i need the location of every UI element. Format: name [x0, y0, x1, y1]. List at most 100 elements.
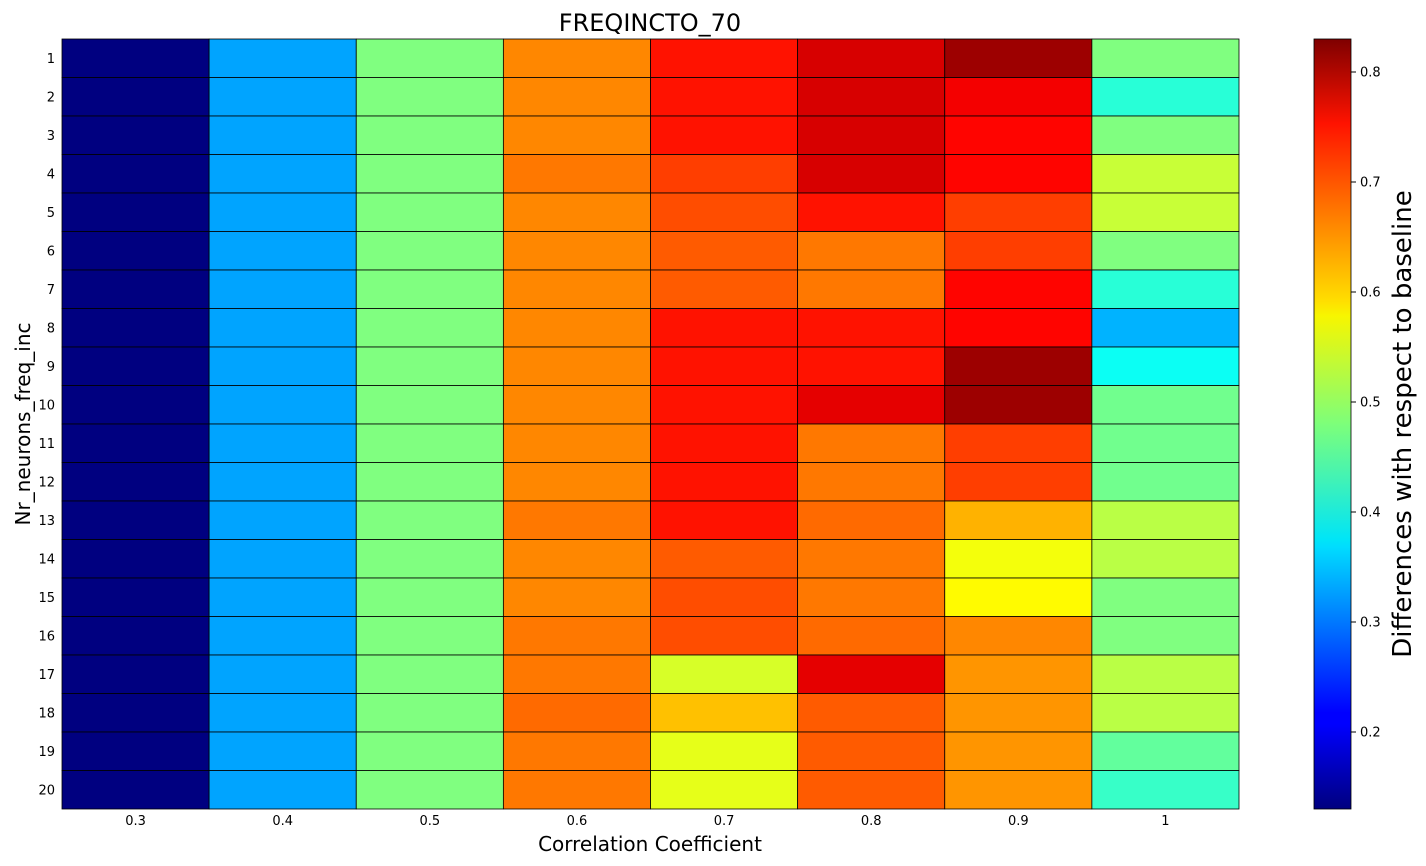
heatmap-cell [61, 115, 210, 155]
heatmap-cell [355, 616, 504, 656]
heatmap-cell [502, 269, 651, 309]
heatmap-cell [1091, 269, 1240, 309]
y-tick-label: 11 [38, 437, 55, 452]
heatmap-cell [208, 77, 357, 117]
heatmap-cell [797, 346, 946, 386]
heatmap-cell [208, 115, 357, 155]
y-tick-label: 9 [47, 360, 55, 375]
heatmap-cell [944, 269, 1093, 309]
colorbar-tick-label: 0.2 [1360, 726, 1381, 741]
heatmap-cell [650, 731, 799, 771]
colorbar-tick-label: 0.5 [1360, 396, 1381, 411]
heatmap-cell [797, 500, 946, 540]
heatmap-cell [502, 731, 651, 771]
y-tick-label: 4 [47, 167, 55, 182]
heatmap-cell [1091, 539, 1240, 579]
heatmap-cell [650, 346, 799, 386]
heatmap-cell [797, 77, 946, 117]
heatmap-cell [944, 154, 1093, 194]
heatmap-cell [208, 577, 357, 617]
heatmap-cell [61, 38, 210, 78]
heatmap-cell [61, 577, 210, 617]
heatmap-cell [944, 231, 1093, 271]
heatmap-cell [650, 38, 799, 78]
heatmap-cell [61, 77, 210, 117]
heatmap-cell [650, 577, 799, 617]
heatmap-cell [650, 500, 799, 540]
heatmap-cell [208, 616, 357, 656]
heatmap-cell [355, 269, 504, 309]
heatmap-cell [1091, 77, 1240, 117]
heatmap-cell [944, 346, 1093, 386]
heatmap-cell [1091, 38, 1240, 78]
heatmap-cell [797, 423, 946, 463]
heatmap-cell [502, 192, 651, 232]
heatmap-cell [61, 385, 210, 425]
heatmap-cell [797, 154, 946, 194]
heatmap-cell [208, 308, 357, 348]
heatmap-cell [208, 770, 357, 810]
heatmap-cell [650, 539, 799, 579]
heatmap-cell [797, 38, 946, 78]
colorbar-tick-label: 0.4 [1360, 506, 1381, 521]
heatmap-cell [61, 731, 210, 771]
heatmap-cell [208, 539, 357, 579]
heatmap-cell [355, 500, 504, 540]
y-tick-label: 15 [38, 591, 55, 606]
heatmap-cell [944, 616, 1093, 656]
heatmap-cell [797, 616, 946, 656]
y-tick-label: 16 [38, 629, 55, 644]
heatmap-cell [797, 693, 946, 733]
y-tick-label: 2 [47, 90, 55, 105]
heatmap-cell [1091, 577, 1240, 617]
heatmap-cell [1091, 462, 1240, 502]
y-tick-label: 7 [47, 283, 55, 298]
x-tick-label: 1 [1161, 814, 1169, 829]
heatmap-cell [502, 346, 651, 386]
heatmap-cell [944, 654, 1093, 694]
heatmap-cell [355, 154, 504, 194]
heatmap-cell [61, 500, 210, 540]
heatmap-cell [502, 616, 651, 656]
heatmap-cell [650, 616, 799, 656]
colorbar-tick-label: 0.6 [1360, 286, 1381, 301]
heatmap-cell [650, 77, 799, 117]
y-tick-label: 10 [38, 398, 55, 413]
y-tick-label: 12 [38, 475, 55, 490]
heatmap-cell [61, 423, 210, 463]
heatmap-cell [355, 654, 504, 694]
x-axis-ticks: 0.3 0.4 0.5 0.6 0.7 0.8 0.9 1 [125, 814, 1169, 829]
heatmap-cell [502, 654, 651, 694]
heatmap-cell [61, 616, 210, 656]
heatmap-cell [1091, 308, 1240, 348]
heatmap-cell [502, 693, 651, 733]
heatmap-cell [502, 308, 651, 348]
heatmap-cell [944, 500, 1093, 540]
heatmap-cell [208, 385, 357, 425]
heatmap-cell [355, 731, 504, 771]
y-tick-label: 18 [38, 706, 55, 721]
x-tick-label: 0.3 [125, 814, 146, 829]
heatmap-cell [355, 77, 504, 117]
heatmap-cell [61, 770, 210, 810]
heatmap-cell [355, 346, 504, 386]
heatmap-cell [797, 231, 946, 271]
heatmap-cell [502, 500, 651, 540]
y-tick-label: 14 [38, 552, 55, 567]
y-tick-label: 20 [38, 783, 55, 798]
heatmap-cell [650, 693, 799, 733]
heatmap-cell [208, 731, 357, 771]
heatmap-cell [502, 770, 651, 810]
heatmap-cell [650, 115, 799, 155]
heatmap-cell [208, 346, 357, 386]
x-tick-label: 0.9 [1008, 814, 1029, 829]
heatmap-cell [944, 385, 1093, 425]
heatmap-cell [61, 462, 210, 502]
heatmap-cell [944, 770, 1093, 810]
heatmap-cell [797, 385, 946, 425]
heatmap-cell [502, 423, 651, 463]
colorbar-tick-label: 0.7 [1360, 176, 1381, 191]
heatmap-cell [502, 38, 651, 78]
x-tick-label: 0.4 [272, 814, 293, 829]
y-tick-label: 17 [38, 668, 55, 683]
